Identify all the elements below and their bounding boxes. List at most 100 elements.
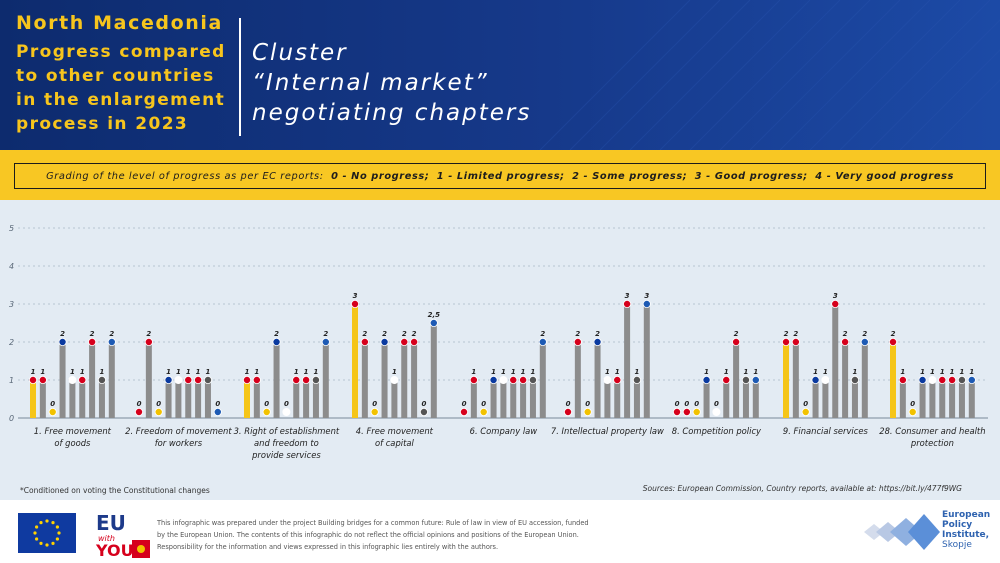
flag-marker <box>144 337 153 346</box>
euyou-you: YOU <box>95 541 134 558</box>
value-label: 2 <box>540 330 545 338</box>
grading-item-4: 4 - Very good progress <box>815 170 954 182</box>
category-label: 28. Consumer and health <box>879 426 985 436</box>
value-label: 1 <box>900 368 905 376</box>
value-label: 1 <box>206 368 211 376</box>
value-label: 0 <box>372 400 377 408</box>
value-label: 2 <box>734 330 739 338</box>
bar <box>59 342 66 418</box>
epi-line-2: Policy <box>942 520 973 530</box>
bar <box>30 380 36 418</box>
value-label: 1 <box>31 368 36 376</box>
value-label: 2 <box>402 330 407 338</box>
value-label: 3 <box>625 292 630 300</box>
y-tick-label: 1 <box>9 376 14 385</box>
value-label: 0 <box>50 400 55 408</box>
value-label: 0 <box>137 400 142 408</box>
category-label: of goods <box>54 438 91 448</box>
bar <box>919 380 926 418</box>
flag-marker <box>573 337 582 346</box>
category-label: 8. Competition policy <box>672 426 762 436</box>
flag-marker <box>370 407 379 416</box>
flag-marker <box>292 375 301 384</box>
bar <box>98 380 105 418</box>
header-pattern <box>539 0 1000 150</box>
value-label: 0 <box>284 400 289 408</box>
flag-marker <box>860 337 869 346</box>
cluster-line-2: “Internal market” <box>252 70 489 96</box>
sources: Sources: European Commission, Country re… <box>642 484 962 493</box>
flag-marker <box>928 375 937 384</box>
value-label: 1 <box>930 368 935 376</box>
epi-city: Skopje <box>942 540 972 550</box>
flag-marker <box>801 407 810 416</box>
category-label: 3. Right of establishment <box>234 426 340 436</box>
flag-marker <box>38 375 47 384</box>
flag-marker <box>613 375 622 384</box>
flag-marker <box>623 300 632 309</box>
header-divider <box>239 18 241 136</box>
value-label: 1 <box>853 368 858 376</box>
flag-marker <box>282 407 291 416</box>
bar <box>293 380 300 418</box>
flag-marker <box>702 375 711 384</box>
bar <box>703 380 710 418</box>
value-label: 0 <box>910 400 915 408</box>
flag-marker <box>252 375 261 384</box>
flag-marker <box>519 375 528 384</box>
value-label: 0 <box>264 400 269 408</box>
flag-marker <box>938 375 947 384</box>
value-label: 1 <box>969 368 974 376</box>
flag-marker <box>390 375 399 384</box>
bar <box>89 342 96 418</box>
bar <box>361 342 368 418</box>
bar <box>851 380 858 418</box>
bar <box>430 323 437 418</box>
value-label: 0 <box>156 400 161 408</box>
bar <box>352 304 358 418</box>
flag-marker <box>967 375 976 384</box>
epi-logo <box>864 514 940 550</box>
bar <box>322 342 329 418</box>
value-label: 1 <box>704 368 709 376</box>
category-label: 1. Free movement <box>34 426 112 436</box>
value-label: 2 <box>891 330 896 338</box>
bar <box>165 380 172 418</box>
flag-marker <box>583 407 592 416</box>
cluster-line-3: negotiating chapters <box>252 100 532 126</box>
value-label: 2 <box>90 330 95 338</box>
value-label: 1 <box>950 368 955 376</box>
value-label: 1 <box>70 368 75 376</box>
bar <box>792 342 799 418</box>
flag-marker <box>957 375 966 384</box>
bar <box>79 380 86 418</box>
value-label: 0 <box>585 400 590 408</box>
value-label: 1 <box>511 368 516 376</box>
flag-marker <box>262 407 271 416</box>
value-label: 1 <box>471 368 476 376</box>
category-label: for workers <box>155 438 203 448</box>
footnote: *Conditioned on voting the Constitutiona… <box>20 486 210 495</box>
value-label: 1 <box>724 368 729 376</box>
flag-marker <box>154 407 163 416</box>
value-label: 0 <box>694 400 699 408</box>
value-label: 1 <box>823 368 828 376</box>
bar <box>643 304 650 418</box>
category-label: 4. Free movement <box>356 426 434 436</box>
euyou-with: with <box>98 534 115 543</box>
flag-marker <box>78 375 87 384</box>
flag-marker <box>509 375 518 384</box>
value-label: 2 <box>382 330 387 338</box>
value-label: 3 <box>644 292 649 300</box>
value-label: 2 <box>862 330 867 338</box>
bar <box>594 342 601 418</box>
bar <box>381 342 388 418</box>
category-label: 7. Intellectual property law <box>551 426 664 436</box>
bar <box>842 342 849 418</box>
bar <box>500 380 507 418</box>
flag-marker <box>479 407 488 416</box>
category-label: of capital <box>375 438 415 448</box>
value-label: 0 <box>803 400 808 408</box>
